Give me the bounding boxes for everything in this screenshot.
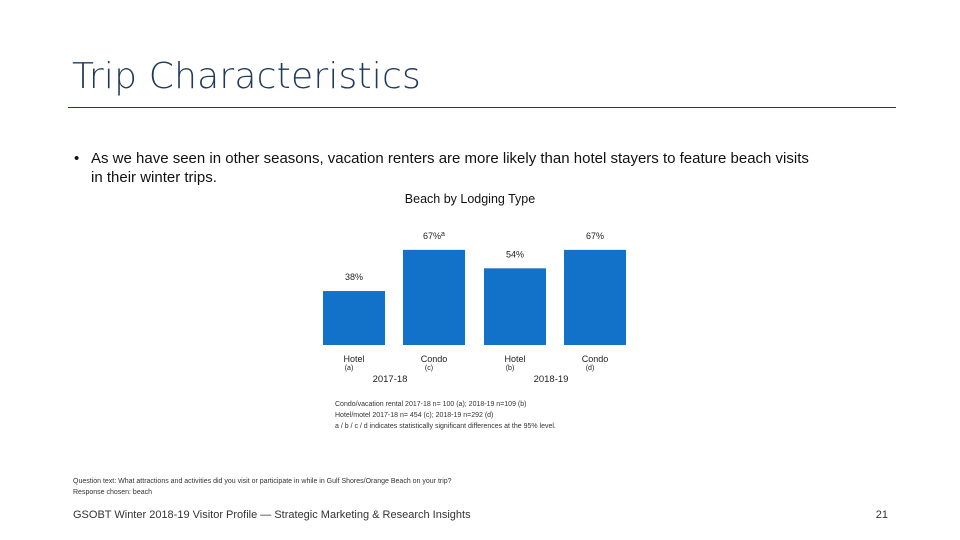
- category-sub-label: (d): [586, 365, 595, 372]
- category-sub-label: (b): [506, 365, 515, 372]
- note-line: Hotel/motel 2017-18 n= 454 (c); 2018-19 …: [335, 412, 494, 419]
- chart-title: Beach by Lodging Type: [404, 192, 536, 206]
- category-label: Condo: [421, 354, 448, 364]
- response-line: Response chosen: beach: [73, 488, 152, 496]
- slide-title: Trip Characteristics: [72, 56, 421, 97]
- bullet-text: As we have seen in other seasons, vacati…: [91, 150, 809, 186]
- category-label: Hotel: [343, 354, 364, 364]
- category-label: Condo: [582, 354, 609, 364]
- category-label: Hotel: [504, 354, 525, 364]
- note-line: a / b / c / d indicates statistically si…: [335, 423, 556, 430]
- bar: [323, 291, 385, 345]
- bullet-point: • As we have seen in other seasons, vaca…: [74, 149, 814, 187]
- footer-text: GSOBT Winter 2018-19 Visitor Profile — S…: [73, 509, 471, 521]
- page-number: 21: [875, 509, 888, 521]
- chart-notes: Condo/vacation rental 2017-18 n= 100 (a)…: [335, 399, 556, 432]
- data-label: 54%: [506, 249, 524, 259]
- bar: [564, 249, 626, 345]
- question-text: Question text: What attractions and acti…: [73, 477, 452, 498]
- data-label: 67%a: [423, 231, 445, 241]
- bullet-marker: •: [74, 150, 80, 167]
- group-label: 2018-19: [534, 374, 569, 385]
- data-label: 67%: [586, 231, 604, 241]
- bar-chart: 38%Hotel(a)67%aCondo(c)54%Hotel(b)67%Con…: [323, 231, 626, 385]
- question-line: Question text: What attractions and acti…: [73, 478, 452, 485]
- category-sub-label: (c): [425, 365, 433, 372]
- bar: [403, 249, 465, 345]
- category-sub-label: (a): [345, 365, 354, 372]
- title-divider: [68, 107, 896, 108]
- data-label: 38%: [345, 272, 363, 282]
- group-label: 2017-18: [373, 374, 408, 385]
- bar: [484, 268, 546, 345]
- note-line: Condo/vacation rental 2017-18 n= 100 (a)…: [335, 401, 527, 408]
